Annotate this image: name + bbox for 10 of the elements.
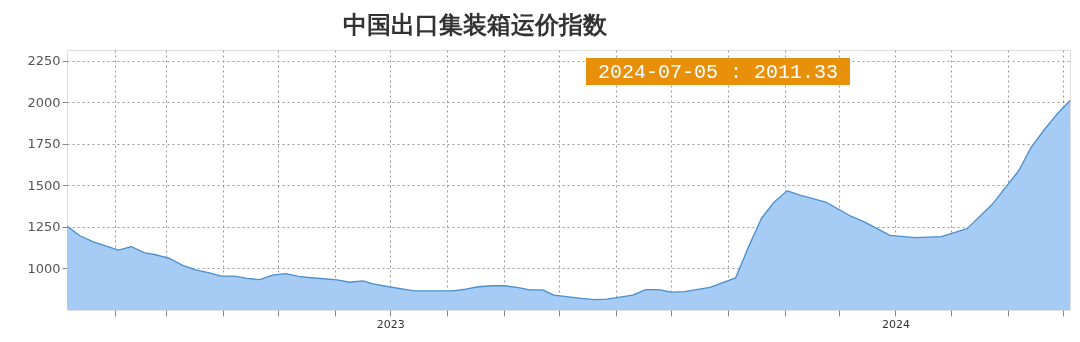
y-tick-label: 1000 xyxy=(27,260,61,276)
annotation: 2024-07-05 : 2011.33 xyxy=(597,61,839,84)
y-tick-label: 1250 xyxy=(27,219,61,235)
chart-title: 中国出口集装箱运价指数 xyxy=(342,11,608,39)
y-tick-label: 1500 xyxy=(27,177,61,193)
y-tick-label: 2250 xyxy=(27,53,61,69)
x-tick-label: 2024 xyxy=(881,317,910,331)
x-tick-label: 2023 xyxy=(376,317,405,331)
y-tick-label: 2000 xyxy=(27,94,61,110)
y-tick-label: 1750 xyxy=(27,136,61,152)
